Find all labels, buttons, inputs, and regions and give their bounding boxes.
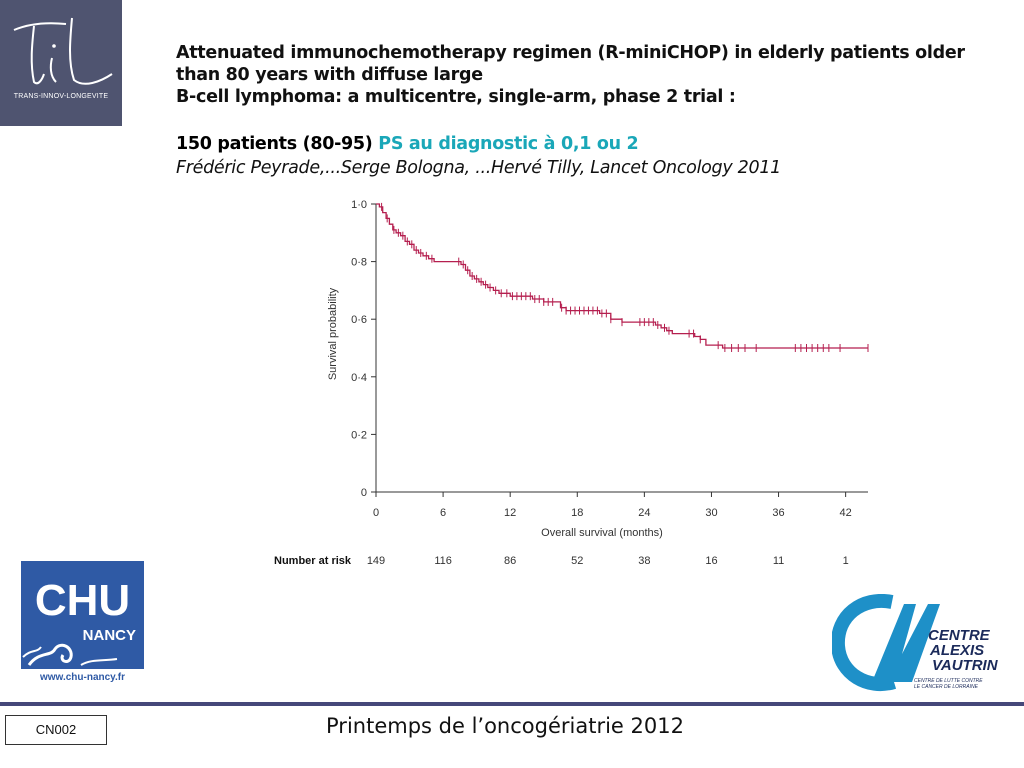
cav-logo-tagline: LE CANCER DE LORRAINE <box>914 684 979 690</box>
til-signature-mark <box>13 17 113 85</box>
cav-logo-text: CENTRE <box>928 627 991 644</box>
y-axis-label: Survival probability <box>327 287 339 380</box>
y-tick-label: 0·8 <box>351 257 367 269</box>
title-line: than 80 years with diffuse large <box>176 65 483 85</box>
cav-logo-tagline: CENTRE DE LUTTE CONTRE <box>914 678 983 684</box>
number-at-risk-value: 116 <box>434 555 452 567</box>
x-tick-label: 18 <box>571 507 583 519</box>
x-tick-label: 36 <box>772 507 784 519</box>
number-at-risk-value: 1 <box>843 555 849 567</box>
number-at-risk-value: 149 <box>367 555 385 567</box>
y-tick-label: 0 <box>361 487 367 499</box>
number-at-risk-value: 16 <box>705 555 717 567</box>
x-tick-label: 6 <box>440 507 446 519</box>
number-at-risk-value: 38 <box>638 555 650 567</box>
patients-line: 150 patients (80-95) PS au diagnostic à … <box>176 134 639 154</box>
chu-wave-icon <box>22 643 118 666</box>
x-tick-label: 30 <box>705 507 717 519</box>
number-at-risk-label: Number at risk <box>274 555 352 567</box>
x-axis-label: Overall survival (months) <box>541 527 663 539</box>
x-tick-label: 0 <box>373 507 379 519</box>
chu-logo-url: www.chu-nancy.fr <box>21 669 144 687</box>
chu-logo-text: CHU <box>34 576 131 625</box>
title-line: B-cell lymphoma: a multicentre, single-a… <box>176 87 736 107</box>
footer-title: Printemps de l’oncogériatrie 2012 <box>326 714 684 738</box>
citation: Frédéric Peyrade,...Serge Bologna, ...He… <box>176 158 782 178</box>
footer-divider <box>0 702 1024 706</box>
cav-logo-text: ALEXIS <box>929 642 984 659</box>
x-tick-label: 12 <box>504 507 516 519</box>
til-logo: TRANS-INNOV-LONGEVITE <box>0 0 122 126</box>
chu-nancy-logo: CHU NANCY www.chu-nancy.fr <box>21 561 144 687</box>
cav-logo-text: VAUTRIN <box>932 657 999 674</box>
curve-layer <box>376 202 869 352</box>
number-at-risk-value: 86 <box>504 555 516 567</box>
y-tick-label: 1·0 <box>351 199 367 211</box>
slide-title: Attenuated immunochemotherapy regimen (R… <box>176 42 976 108</box>
x-tick-label: 24 <box>638 507 650 519</box>
number-at-risk-value: 52 <box>571 555 583 567</box>
y-tick-label: 0·6 <box>351 314 367 326</box>
x-axis: 0 6 12 18 24 30 36 42 Overall survival (months) <box>373 491 868 539</box>
ps-criteria: PS au diagnostic à 0,1 ou 2 <box>378 134 639 154</box>
survival-curve-line <box>376 203 868 349</box>
y-tick-label: 0·4 <box>351 372 367 384</box>
number-at-risk-table: Number at risk 149 116 86 52 38 16 11 1 <box>274 555 849 567</box>
patients-count: 150 patients (80-95) <box>176 134 373 154</box>
number-at-risk-value: 11 <box>773 555 784 567</box>
chu-logo-subtext: NANCY <box>82 627 136 644</box>
y-axis: 0 0·2 0·4 0·6 0·8 1·0 Survival probability <box>327 199 377 499</box>
y-tick-label: 0·2 <box>351 429 367 441</box>
x-tick-label: 42 <box>840 507 852 519</box>
til-logo-caption: TRANS-INNOV-LONGEVITE <box>13 93 109 100</box>
slide-code: CN002 <box>5 715 107 745</box>
title-line: Attenuated immunochemotherapy regimen (R… <box>176 43 965 63</box>
survival-chart: 0 0·2 0·4 0·6 0·8 1·0 Survival probability 0 6 1… <box>274 199 869 567</box>
